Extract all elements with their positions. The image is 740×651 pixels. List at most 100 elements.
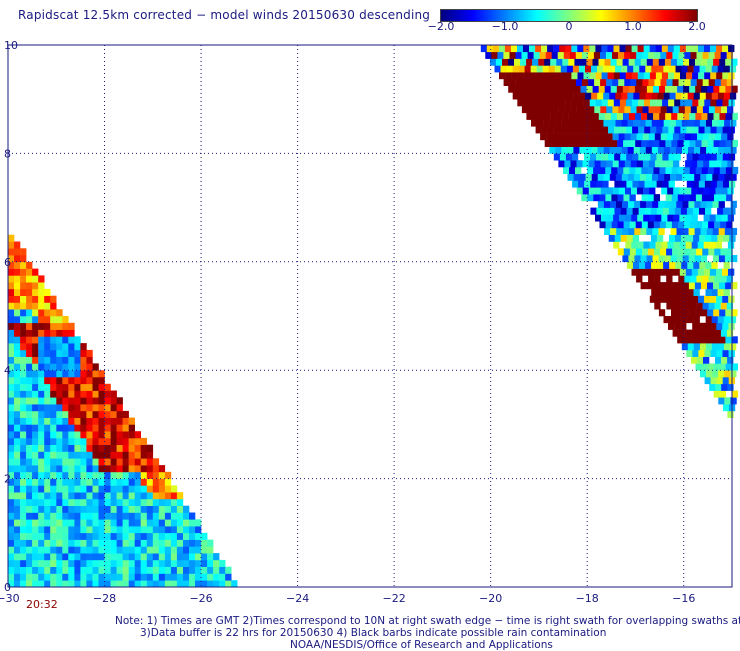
data-cell [62,363,69,371]
data-cell [673,241,680,249]
data-cell [14,356,21,364]
data-cell [644,126,651,134]
data-cell [677,85,684,93]
data-cell [32,329,39,337]
colorbar [440,9,698,22]
data-cell [128,424,135,432]
data-cell [527,106,535,114]
data-cell [86,505,93,513]
data-cell [702,78,709,86]
data-cell [718,146,725,154]
data-cell [158,478,166,486]
data-cell [626,261,634,269]
data-cell [92,580,99,588]
data-cell [207,566,214,574]
data-cell [714,194,721,202]
data-cell [691,241,698,249]
data-cell [730,173,737,181]
data-cell [613,214,620,222]
data-cell [699,234,706,242]
data-cell [706,370,713,378]
data-cell [80,417,87,425]
data-cell [74,343,81,351]
data-cell [690,302,697,310]
data-cell [44,505,51,513]
data-cell [122,553,129,561]
data-cell [730,119,737,127]
data-cell [62,370,69,378]
data-cell [678,248,685,256]
data-cell [599,221,606,229]
data-cell [579,92,586,100]
data-cell [32,444,39,452]
data-cell [666,51,673,59]
data-cell [676,282,684,290]
data-cell [673,214,680,222]
data-cell [675,92,682,100]
data-cell [110,424,117,432]
data-cell [38,288,45,296]
data-cell [653,194,660,202]
data-cell [541,72,548,80]
data-cell [703,241,710,249]
data-cell [44,451,51,459]
data-cell [213,566,220,574]
data-cell [56,465,63,473]
data-cell [14,248,21,256]
data-cell [652,58,660,66]
data-cell [26,498,33,506]
data-cell [74,444,81,452]
data-cell [116,498,123,506]
data-cell [632,234,640,242]
data-cell [92,458,99,466]
data-cell [731,139,738,147]
data-cell [14,329,21,337]
data-cell [640,227,647,235]
data-cell [134,566,141,574]
data-cell [725,336,732,344]
data-cell [622,58,629,66]
data-cell [14,295,21,303]
data-cell [56,532,63,540]
data-cell [92,498,99,506]
data-cell [116,444,123,452]
data-cell [704,72,711,80]
data-cell [690,106,698,114]
data-cell [14,255,21,263]
data-cell [670,200,677,208]
data-cell [553,45,560,53]
data-cell [649,214,656,222]
data-cell [104,505,111,513]
data-cell [657,288,664,296]
data-cell [32,559,39,567]
data-cell [128,431,135,439]
data-cell [152,553,160,561]
data-cell [638,180,645,188]
data-cell [598,112,606,120]
data-cell [656,99,663,107]
data-cell [693,288,700,296]
data-cell [615,65,622,73]
data-cell [183,512,190,520]
data-cell [56,383,63,391]
data-cell [146,478,154,486]
data-cell [8,444,15,452]
data-cell [8,498,15,506]
data-cell [170,485,178,493]
data-cell [128,505,135,513]
data-cell [624,133,631,141]
data-cell [693,92,700,100]
data-cell [590,153,597,161]
data-cell [62,546,69,554]
data-cell [650,99,657,107]
data-cell [74,478,81,486]
data-cell [608,234,615,242]
data-cell [648,78,655,86]
data-cell [688,282,696,290]
data-cell [140,498,147,506]
data-cell [170,498,178,506]
data-cell [92,390,99,398]
data-cell [584,153,591,161]
data-cell [32,349,39,357]
